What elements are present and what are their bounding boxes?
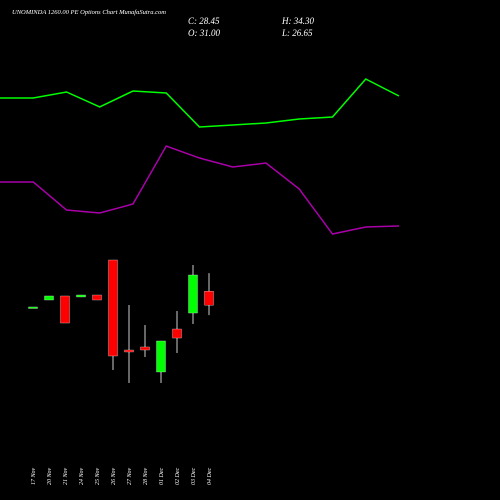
candle-body xyxy=(108,259,118,357)
x-tick-label: 04 Dec xyxy=(206,468,213,485)
x-tick-label: 03 Dec xyxy=(191,468,197,485)
indicator-line xyxy=(0,145,400,235)
x-tick-label: 28 Nov xyxy=(143,467,149,485)
candle-body xyxy=(188,274,198,314)
candle-body xyxy=(28,306,38,309)
x-tick-label: 01 Dec xyxy=(159,468,165,485)
ohlc-close: C: 28.45 xyxy=(188,16,220,26)
ohlc-low: L: 26.65 xyxy=(281,28,313,38)
candle-body xyxy=(44,295,54,301)
candle-body xyxy=(124,349,134,353)
candle-body xyxy=(172,328,182,339)
candle-body xyxy=(76,294,86,298)
ohlc-open: O: 31.00 xyxy=(188,28,220,38)
x-tick-label: 25 Nov xyxy=(95,467,101,485)
x-tick-label: 27 Nov xyxy=(127,467,133,485)
x-tick-label: 26 Nov xyxy=(111,467,117,485)
x-tick-label: 17 Nov xyxy=(31,467,37,485)
candle-body xyxy=(60,295,70,324)
x-tick-label: 24 Nov xyxy=(78,467,85,485)
candle-body xyxy=(92,294,102,301)
candle-body xyxy=(204,291,214,306)
ohlc-high: H: 34.30 xyxy=(281,16,314,26)
candle-body xyxy=(140,346,150,351)
x-tick-label: 20 Nov xyxy=(47,467,53,485)
candle-body xyxy=(156,340,166,373)
x-tick-label: 21 Nov xyxy=(63,467,69,485)
indicator-line xyxy=(0,78,400,128)
x-tick-label: 02 Dec xyxy=(175,468,181,485)
chart-title: UNOMINDA 1260.00 PE Options Chart Munafa… xyxy=(12,9,166,16)
